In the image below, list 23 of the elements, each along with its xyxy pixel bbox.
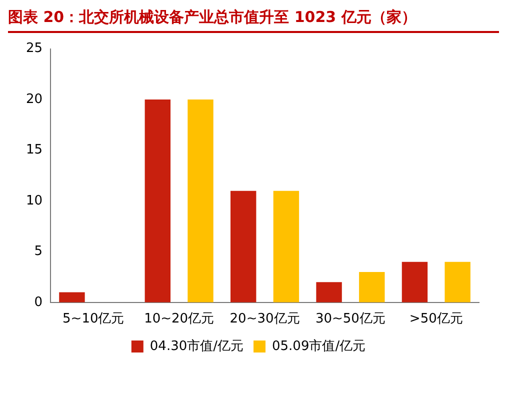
y-tick-label: 15 [26, 142, 43, 158]
x-tick-label: 20~30亿元 [230, 312, 300, 327]
chart-title: 图表 20：北交所机械设备产业总市值升至 1023 亿元（家） [8, 8, 499, 33]
bar [59, 292, 85, 302]
bar [402, 262, 428, 302]
bar [144, 100, 171, 302]
bar [444, 262, 470, 302]
x-tick-label: 5~10亿元 [62, 312, 124, 327]
y-tick-label: 5 [34, 244, 43, 260]
bar [359, 272, 385, 302]
legend-label: 04.30市值/亿元 [150, 338, 244, 354]
x-tick-label: >50亿元 [409, 312, 463, 327]
y-tick-label: 0 [34, 294, 43, 310]
bar [188, 100, 214, 302]
bar [316, 282, 342, 302]
legend-label: 05.09市值/亿元 [272, 338, 366, 354]
x-tick-label: 30~50亿元 [315, 312, 386, 327]
y-tick-label: 25 [26, 41, 43, 56]
bar [273, 190, 300, 302]
x-tick-label: 10~20亿元 [144, 312, 214, 327]
y-tick-label: 10 [26, 193, 43, 208]
y-tick-label: 20 [26, 92, 43, 107]
bar [230, 190, 256, 302]
